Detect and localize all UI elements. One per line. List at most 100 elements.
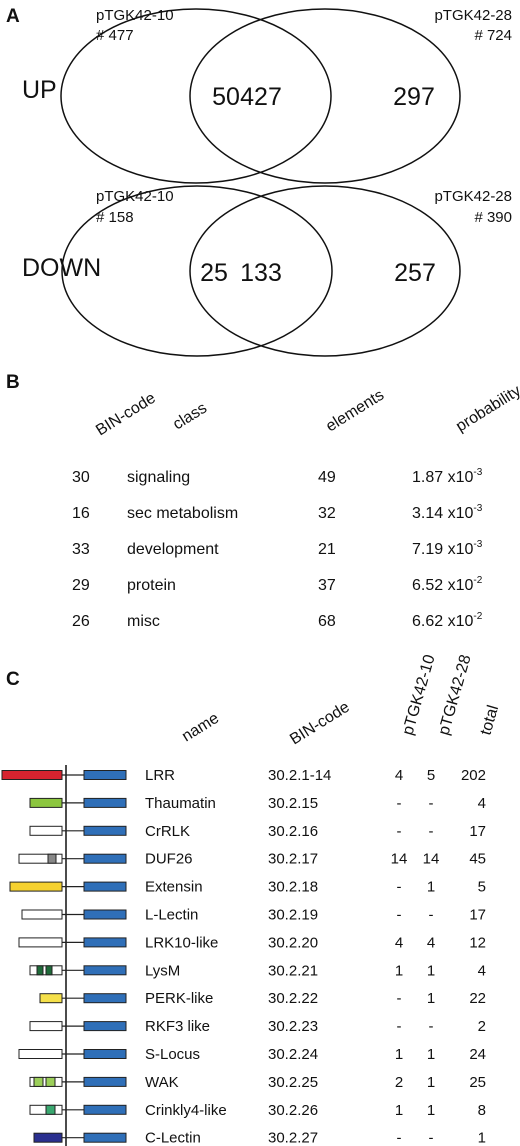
- panel-b-headers: BIN-code class elements probability: [93, 382, 520, 439]
- row-ptgk42-28: -: [429, 1018, 434, 1035]
- venn-down-right-count: # 390: [474, 209, 512, 226]
- table-row: LRR 30.2.1-14 4 5 202: [1, 767, 486, 784]
- row-elements: 37: [318, 577, 336, 594]
- row-class: signaling: [127, 469, 190, 486]
- table-row: 29 protein 37 6.52 x10-2: [72, 575, 483, 594]
- table-row: DUF26 30.2.17 14 14 45: [18, 851, 486, 868]
- row-total: 22: [469, 990, 486, 1007]
- row-bin-code: 30.2.15: [268, 795, 318, 812]
- row-total: 24: [469, 1046, 486, 1063]
- extracellular-subdomain: [45, 965, 53, 976]
- domain-diagram: [9, 881, 127, 892]
- domain-diagram: [29, 797, 127, 808]
- kinase-domain: [83, 797, 127, 808]
- extracellular-domain: [39, 993, 63, 1004]
- row-bin-code: 30.2.22: [268, 990, 318, 1007]
- row-ptgk42-28: 4: [427, 934, 435, 951]
- header-elements: elements: [323, 387, 387, 436]
- venn-up-only-left: 50: [212, 83, 240, 111]
- extracellular-subdomain: [45, 1104, 56, 1115]
- row-probability: 7.19 x10-3: [412, 539, 483, 558]
- venn-up-right-name: pTGK42-28: [434, 7, 512, 24]
- row-ptgk42-28: 1: [427, 1074, 435, 1091]
- row-ptgk42-10: 1: [395, 962, 403, 979]
- venn-up: pTGK42-10 # 477 pTGK42-28 # 724 UP 50 42…: [22, 7, 512, 184]
- row-ptgk42-10: -: [397, 1130, 402, 1146]
- table-row: CrRLK 30.2.16 - - 17: [29, 823, 486, 840]
- row-ptgk42-28: -: [429, 1130, 434, 1146]
- venn-down: pTGK42-10 # 158 pTGK42-28 # 390 DOWN 25 …: [22, 185, 512, 357]
- row-ptgk42-10: -: [397, 1018, 402, 1035]
- kinase-domain: [83, 825, 127, 836]
- extracellular-domain: [18, 937, 63, 948]
- venn-up-only-right: 297: [393, 83, 435, 111]
- table-row: Extensin 30.2.18 - 1 5: [9, 879, 486, 896]
- kinase-domain: [83, 1049, 127, 1059]
- row-ptgk42-10: 4: [395, 934, 403, 951]
- venn-up-label: UP: [22, 76, 57, 104]
- kinase-domain: [83, 1076, 127, 1087]
- row-ptgk42-28: -: [429, 823, 434, 840]
- domain-diagram: [29, 1076, 127, 1087]
- table-row: LysM 30.2.21 1 1 4: [29, 962, 486, 979]
- extracellular-domain: [18, 1049, 63, 1059]
- domain-diagram: [21, 909, 127, 920]
- kinase-domain: [83, 993, 127, 1004]
- row-ptgk42-10: 14: [391, 851, 408, 868]
- venn-up-left-circle: [60, 8, 332, 184]
- row-ptgk42-28: 1: [427, 1102, 435, 1119]
- row-total: 4: [478, 795, 486, 812]
- table-row: Thaumatin 30.2.15 - - 4: [29, 795, 486, 812]
- row-bin-code: 30.2.23: [268, 1018, 318, 1035]
- extracellular-subdomain: [36, 965, 44, 976]
- row-probability: 6.62 x10-2: [412, 611, 483, 630]
- extracellular-domain: [1, 770, 63, 780]
- row-class: misc: [127, 613, 160, 630]
- table-row: WAK 30.2.25 2 1 25: [29, 1074, 486, 1091]
- row-ptgk42-10: 4: [395, 767, 403, 784]
- row-ptgk42-28: 14: [423, 851, 440, 868]
- row-ptgk42-10: -: [397, 907, 402, 924]
- row-name: C-Lectin: [145, 1130, 201, 1146]
- header-name: name: [179, 710, 222, 746]
- row-total: 17: [469, 823, 486, 840]
- row-bin-code: 30.2.19: [268, 907, 318, 924]
- extracellular-subdomain: [33, 1076, 44, 1087]
- row-ptgk42-28: -: [429, 907, 434, 924]
- domain-diagram: [39, 993, 127, 1004]
- row-name: RKF3 like: [145, 1018, 210, 1035]
- row-total: 12: [469, 934, 486, 951]
- extracellular-domain: [33, 1132, 63, 1143]
- table-row: C-Lectin 30.2.27 - - 1: [33, 1130, 486, 1146]
- table-row: L-Lectin 30.2.19 - - 17: [21, 907, 486, 924]
- table-row: Crinkly4-like 30.2.26 1 1 8: [29, 1102, 486, 1119]
- row-name: L-Lectin: [145, 907, 198, 924]
- row-elements: 49: [318, 469, 336, 486]
- row-probability: 1.87 x10-3: [412, 467, 483, 486]
- header-probability: probability: [453, 382, 520, 435]
- venn-down-only-right: 257: [394, 259, 436, 287]
- header-ptgk42-28: pTGK42-28: [436, 653, 475, 737]
- row-ptgk42-10: -: [397, 795, 402, 812]
- extracellular-domain: [29, 797, 63, 808]
- row-class: sec metabolism: [127, 505, 238, 522]
- extracellular-domain: [21, 909, 63, 920]
- row-ptgk42-28: 1: [427, 990, 435, 1007]
- row-name: S-Locus: [145, 1046, 200, 1063]
- row-name: DUF26: [145, 851, 193, 868]
- row-name: Extensin: [145, 879, 203, 896]
- row-name: PERK-like: [145, 990, 213, 1007]
- venn-down-left-circle: [61, 185, 333, 357]
- kinase-domain: [83, 909, 127, 920]
- row-total: 8: [478, 1102, 486, 1119]
- venn-down-only-left: 25: [200, 259, 228, 287]
- venn-down-overlap: 133: [240, 259, 282, 287]
- extracellular-domain: [29, 1021, 63, 1032]
- domain-diagram: [18, 1049, 127, 1059]
- row-bin-code: 30: [72, 469, 90, 486]
- panel-b-letter: B: [6, 372, 20, 393]
- venn-down-left-name: pTGK42-10: [96, 188, 174, 205]
- domain-diagram: [18, 937, 127, 948]
- header-class: class: [170, 400, 210, 434]
